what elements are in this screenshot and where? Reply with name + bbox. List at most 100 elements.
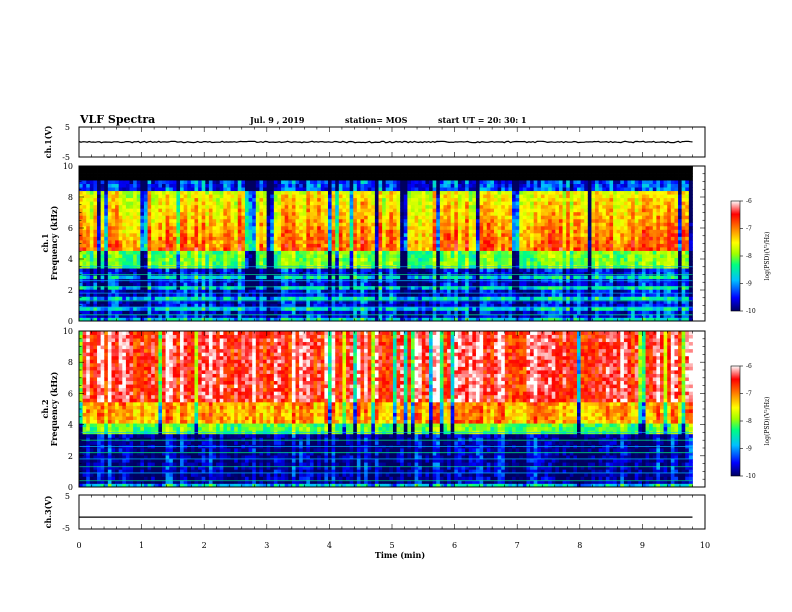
spectrogram-cell xyxy=(382,268,387,273)
spectrogram-cell xyxy=(374,169,379,174)
spectrogram-cell xyxy=(201,268,206,273)
spectrogram-cell xyxy=(187,254,192,258)
spectrogram-cell xyxy=(324,250,329,255)
spectrogram-cell xyxy=(93,289,98,294)
spectrogram-cell xyxy=(151,190,156,195)
spectrogram-cell xyxy=(136,183,141,188)
spectrogram-cell xyxy=(226,306,231,311)
spectrogram-cell xyxy=(414,222,419,227)
spectrogram-cell xyxy=(468,261,473,266)
spectrogram-cell xyxy=(367,222,372,227)
spectrogram-cell xyxy=(288,275,293,280)
spectrogram-cell xyxy=(104,243,109,248)
spectrogram-cell xyxy=(255,211,260,216)
spectrogram-cell xyxy=(454,180,459,185)
spectrogram-cell xyxy=(378,268,383,273)
spectrogram-cell xyxy=(165,187,170,192)
spectrogram-cell xyxy=(418,275,423,280)
spectrogram-cell xyxy=(162,197,167,202)
spectrogram-cell xyxy=(364,180,369,185)
spectrogram-cell xyxy=(180,292,185,297)
spectrogram-cell xyxy=(313,261,318,266)
spectrogram-cell xyxy=(454,197,459,202)
spectrogram-cell xyxy=(421,261,426,266)
spectrogram-cell xyxy=(273,218,278,223)
spectrogram-cell xyxy=(472,299,477,304)
spectrogram-cell xyxy=(212,303,217,308)
spectrogram-cell xyxy=(447,303,452,308)
spectrogram-cell xyxy=(313,303,318,308)
spectrogram-cell xyxy=(403,232,408,237)
spectrogram-cell xyxy=(313,250,318,255)
spectrogram-cell xyxy=(465,289,470,294)
spectrogram-cell xyxy=(349,257,354,262)
spectrogram-cell xyxy=(313,194,318,199)
spectrogram-cell xyxy=(281,313,286,318)
spectrogram-cell xyxy=(295,218,300,223)
spectrogram-cell xyxy=(302,194,307,199)
spectrogram-cell xyxy=(411,310,416,315)
spectrogram-cell xyxy=(425,236,430,241)
spectrogram-cell xyxy=(176,299,181,304)
spectrogram-cell xyxy=(115,197,120,202)
spectrogram-cell xyxy=(468,243,473,248)
spectrogram-cell xyxy=(320,204,325,209)
spectrogram-cell xyxy=(313,243,318,248)
spectrogram-cell xyxy=(86,173,91,177)
spectrogram-cell xyxy=(403,254,408,258)
spectrogram-cell xyxy=(349,183,354,188)
spectrogram-cell xyxy=(302,303,307,308)
spectrogram-cell xyxy=(216,239,221,244)
spectrogram-cell xyxy=(432,166,437,170)
spectrogram-cell xyxy=(284,232,289,237)
spectrogram-cell xyxy=(241,268,246,273)
spectrogram-cell xyxy=(89,208,94,213)
spectrogram-cell xyxy=(328,225,333,230)
ch1-waveform-ylabel: ch.1(V) xyxy=(43,125,53,158)
spectrogram-cell xyxy=(93,166,98,170)
spectrogram-cell xyxy=(291,194,296,199)
spectrogram-cell xyxy=(223,310,228,315)
spectrogram-cell xyxy=(259,261,264,266)
spectrogram-cell xyxy=(198,268,203,273)
spectrogram-cell xyxy=(248,204,253,209)
spectrogram-cell xyxy=(79,180,84,185)
spectrogram-cell xyxy=(270,187,275,192)
spectrogram-cell xyxy=(151,303,156,308)
spectrogram-cell xyxy=(414,176,419,181)
spectrogram-cell xyxy=(396,250,401,255)
spectrogram-cell xyxy=(136,247,141,251)
spectrogram-cell xyxy=(447,166,452,170)
spectrogram-cell xyxy=(360,243,365,248)
spectrogram-cell xyxy=(208,211,213,216)
spectrogram-cell xyxy=(313,225,318,230)
spectrogram-cell xyxy=(104,169,109,174)
spectrogram-cell xyxy=(392,254,397,258)
spectrogram-cell xyxy=(223,289,228,294)
spectrogram-cell xyxy=(429,197,434,202)
spectrogram-cell xyxy=(162,292,167,297)
spectrogram-cell xyxy=(378,310,383,315)
spectrogram-cell xyxy=(165,173,170,177)
spectrogram-cell xyxy=(190,275,195,280)
spectrogram-cell xyxy=(136,296,141,301)
spectrogram-cell xyxy=(407,247,412,251)
spectrogram-cell xyxy=(154,194,159,199)
spectrogram-cell xyxy=(165,257,170,262)
spectrogram-cell xyxy=(371,310,376,315)
spectrogram-cell xyxy=(266,183,271,188)
spectrogram-cell xyxy=(411,169,416,174)
spectrogram-cell xyxy=(205,218,210,223)
spectrogram-cell xyxy=(439,211,444,216)
spectrogram-cell xyxy=(234,236,239,241)
spectrogram-cell xyxy=(461,229,466,234)
spectrogram-cell xyxy=(194,271,199,276)
spectrogram-cell xyxy=(317,232,322,237)
spectrogram-cell xyxy=(198,229,203,234)
spectrogram-cell xyxy=(472,169,477,174)
spectrogram-cell xyxy=(79,166,84,170)
spectrogram-cell xyxy=(411,187,416,192)
spectrogram-cell xyxy=(216,176,221,181)
spectrogram-cell xyxy=(118,250,123,255)
spectrogram-cell xyxy=(143,169,148,174)
